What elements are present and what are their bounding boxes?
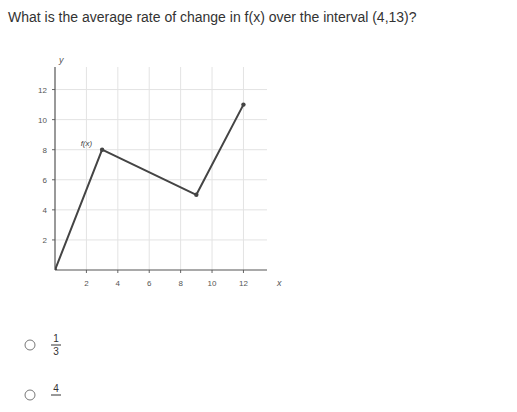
y-grid <box>55 149 267 150</box>
page: What is the average rate of change in f(… <box>0 0 517 412</box>
option-denominator: 3 <box>53 346 59 357</box>
x-tick-label: 10 <box>208 279 217 288</box>
option-numerator: 1 <box>53 333 59 344</box>
option-radio[interactable] <box>25 340 35 350</box>
y-grid <box>55 179 267 180</box>
point <box>100 148 104 152</box>
y-axis-label: y <box>58 55 64 65</box>
y-grid <box>55 209 267 210</box>
y-tick-label: 10 <box>38 116 47 125</box>
x-tick-label: 4 <box>116 279 121 288</box>
y-tick-label: 8 <box>43 146 48 155</box>
y-tick-label: 2 <box>43 236 48 245</box>
y-grid <box>55 239 267 240</box>
fraction-bar <box>51 395 61 396</box>
option-numerator: 4 <box>53 383 59 394</box>
y-tick-label: 4 <box>43 206 48 215</box>
annotation: f(x) <box>81 139 93 148</box>
point <box>241 102 245 106</box>
y-axis <box>54 67 55 270</box>
point <box>55 268 57 270</box>
plot-area <box>55 102 246 270</box>
y-tick-label: 6 <box>43 176 48 185</box>
question: What is the average rate of change in f(… <box>8 9 417 25</box>
x-axis-label: x <box>276 278 282 288</box>
option-radio[interactable] <box>25 390 35 400</box>
y-grid <box>55 89 267 90</box>
f-line <box>55 105 243 270</box>
y-tick-label: 12 <box>38 86 47 95</box>
point <box>194 193 198 197</box>
x-tick-label: 8 <box>178 279 183 288</box>
x-axis <box>55 269 267 270</box>
x-tick-label: 12 <box>239 279 248 288</box>
x-tick-label: 2 <box>84 279 89 288</box>
x-tick-label: 6 <box>147 279 152 288</box>
